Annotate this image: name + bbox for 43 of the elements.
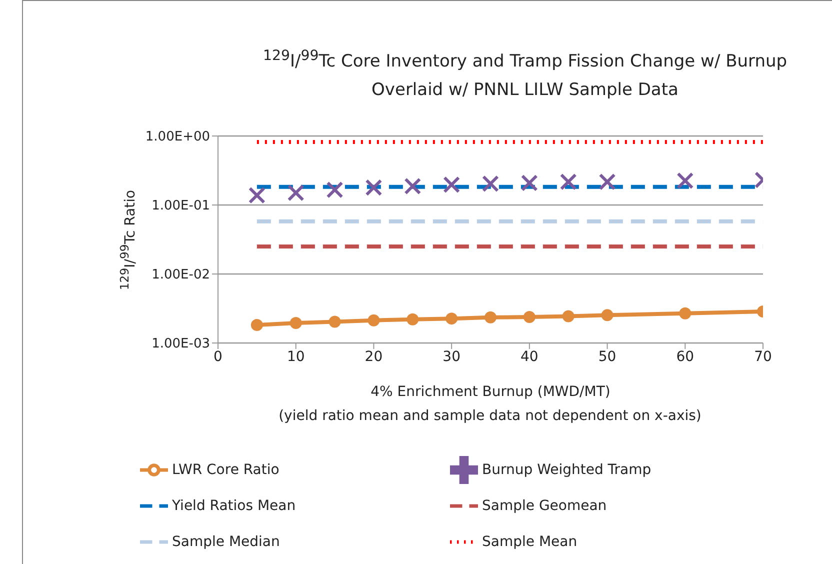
y-tick-label: 1.00E-02 (152, 268, 210, 283)
point (520, 174, 538, 192)
x-tick-label: 60 (676, 348, 694, 365)
text: (yield ratio mean and sample data not dependent on x-axis) (278, 408, 702, 424)
point (287, 184, 304, 202)
x-tick-label: 70 (754, 348, 772, 365)
legend-label: Burnup Weighted Tramp (482, 462, 652, 478)
x-tick-label: 20 (364, 348, 383, 365)
point (598, 173, 616, 190)
point (482, 175, 499, 192)
point (248, 186, 266, 204)
point (562, 310, 574, 322)
point (368, 314, 380, 326)
y-tick-label: 1.00E+00 (145, 130, 210, 145)
point (679, 307, 692, 320)
legend-label: Sample Geomean (482, 498, 607, 514)
legend-label: Sample Median (172, 534, 280, 550)
legend-label: LWR Core Ratio (172, 462, 280, 478)
chart-title: $^{129}$I/$^{99}$Tc Core Inventory and Tramp Fission Change w/ Burnup Overlaid w/ PNNL LILW Sample Data (262, 47, 788, 102)
point (601, 309, 614, 322)
x-tick-label: 0 (214, 348, 222, 365)
point (406, 313, 419, 326)
point (443, 176, 460, 194)
point (328, 316, 341, 328)
point (290, 316, 302, 329)
point (560, 173, 577, 190)
y-tick-label: 1.00E-01 (152, 198, 210, 214)
y-tick-label: 1.00E-03 (152, 336, 210, 352)
point (365, 179, 382, 196)
x-tick-label: 50 (598, 348, 616, 365)
point (523, 311, 536, 324)
x-tick-label: 40 (520, 348, 538, 365)
x-axis-title: 4% Enrichment Burnup (MWD/MT) (370, 384, 612, 400)
legend-label: Sample Mean (482, 534, 578, 550)
x-tick-label: 30 (442, 348, 460, 365)
point (404, 178, 422, 195)
point (326, 181, 344, 198)
x-tick-label: 10 (286, 348, 305, 365)
point (484, 311, 496, 324)
point (676, 172, 694, 190)
point (250, 319, 263, 332)
point (446, 312, 458, 325)
legend-label: Yield Ratios Mean (172, 498, 296, 514)
